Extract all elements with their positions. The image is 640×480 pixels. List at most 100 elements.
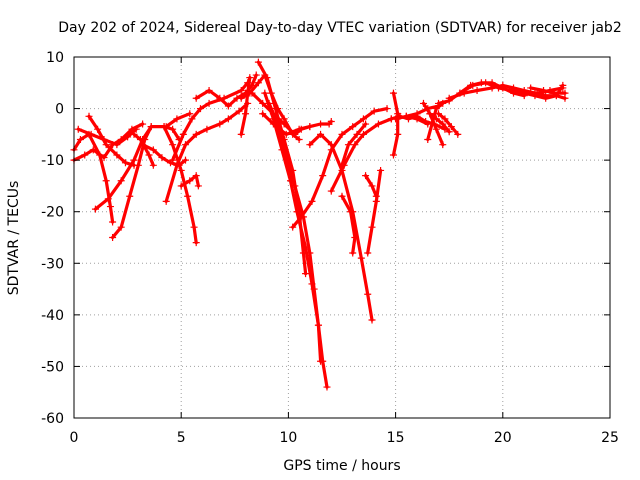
data-point xyxy=(254,79,262,87)
data-point xyxy=(94,125,102,133)
data-point xyxy=(289,223,297,231)
y-tick-labels: 10 0 -10 -20 -30 -40 -50 -60 xyxy=(41,50,64,427)
data-point xyxy=(338,192,346,200)
data-point xyxy=(177,182,185,190)
series-arc-36 xyxy=(434,110,462,138)
series-line xyxy=(340,122,368,167)
data-point xyxy=(340,161,348,169)
data-point xyxy=(445,94,453,102)
data-point xyxy=(527,84,535,92)
data-point xyxy=(102,177,110,185)
data-point xyxy=(134,161,142,169)
data-point xyxy=(117,177,125,185)
data-point xyxy=(327,187,335,195)
data-point xyxy=(179,130,187,138)
data-point xyxy=(104,195,112,203)
data-point xyxy=(169,125,177,133)
data-point xyxy=(441,115,449,123)
data-point xyxy=(434,99,442,107)
data-point xyxy=(263,74,271,82)
data-point xyxy=(291,182,299,190)
data-point xyxy=(242,110,250,118)
series-arc-39 xyxy=(456,79,567,97)
data-point xyxy=(184,192,192,200)
data-point xyxy=(139,120,147,128)
data-point xyxy=(396,112,404,120)
data-point xyxy=(561,89,569,97)
data-point xyxy=(121,159,129,167)
data-point xyxy=(224,115,232,123)
series-arc-41 xyxy=(527,84,569,97)
y-tick-label: 0 xyxy=(55,102,64,118)
data-point xyxy=(194,182,202,190)
x-axis-label: GPS time / hours xyxy=(283,458,400,474)
data-point xyxy=(181,141,189,149)
data-point xyxy=(100,154,108,162)
series-arc-13 xyxy=(162,110,194,131)
series-line xyxy=(340,194,357,255)
data-point xyxy=(109,218,117,226)
data-point xyxy=(224,102,232,110)
data-point xyxy=(495,84,503,92)
series-line xyxy=(164,112,192,129)
y-tick-label: -30 xyxy=(41,256,64,272)
data-point xyxy=(126,192,134,200)
data-point xyxy=(188,115,196,123)
data-point xyxy=(362,172,370,180)
data-point xyxy=(349,249,357,257)
data-point xyxy=(531,92,539,100)
series-line xyxy=(291,107,389,229)
data-point xyxy=(192,239,200,247)
data-point xyxy=(359,130,367,138)
data-point xyxy=(383,105,391,113)
data-point xyxy=(454,130,462,138)
data-point xyxy=(389,151,397,159)
y-axis-label: SDTVAR / TECUs xyxy=(6,181,22,296)
series-line xyxy=(308,132,374,322)
grid-lines xyxy=(74,57,610,418)
data-point xyxy=(149,161,157,169)
series-line xyxy=(428,112,451,134)
series-line xyxy=(366,168,383,255)
data-point xyxy=(306,141,314,149)
data-point xyxy=(323,383,331,391)
data-point xyxy=(295,136,303,144)
data-point xyxy=(469,81,477,89)
series-arc-24 xyxy=(338,120,370,169)
data-point xyxy=(147,123,155,131)
data-point xyxy=(368,316,376,324)
data-point xyxy=(402,112,410,120)
chart-title: Day 202 of 2024, Sidereal Day-to-day VTE… xyxy=(58,20,621,36)
data-point xyxy=(338,130,346,138)
x-tick-labels: 0 5 10 15 20 25 xyxy=(70,430,619,446)
data-point xyxy=(130,130,138,138)
data-point xyxy=(293,208,301,216)
data-point xyxy=(559,81,567,89)
data-point xyxy=(432,105,440,113)
data-point xyxy=(327,117,335,125)
data-point xyxy=(306,123,314,131)
data-point xyxy=(162,123,170,131)
series-arc-22 xyxy=(289,105,391,231)
data-point xyxy=(362,120,370,128)
series-arc-35 xyxy=(426,110,453,136)
data-point xyxy=(351,141,359,149)
data-point xyxy=(173,161,181,169)
series-line xyxy=(529,86,567,95)
data-point xyxy=(89,146,97,154)
x-tick-label: 20 xyxy=(494,430,512,446)
data-point xyxy=(306,249,314,257)
x-tick-label: 10 xyxy=(279,430,297,446)
data-point xyxy=(482,79,490,87)
data-point xyxy=(349,123,357,131)
data-point xyxy=(237,87,245,95)
y-tick-label: -20 xyxy=(41,205,64,221)
data-point xyxy=(297,213,305,221)
series-line xyxy=(179,174,200,188)
data-point xyxy=(413,115,421,123)
data-point xyxy=(169,156,177,164)
data-point xyxy=(368,182,376,190)
data-point xyxy=(130,156,138,164)
data-point xyxy=(117,223,125,231)
data-point xyxy=(76,136,84,144)
